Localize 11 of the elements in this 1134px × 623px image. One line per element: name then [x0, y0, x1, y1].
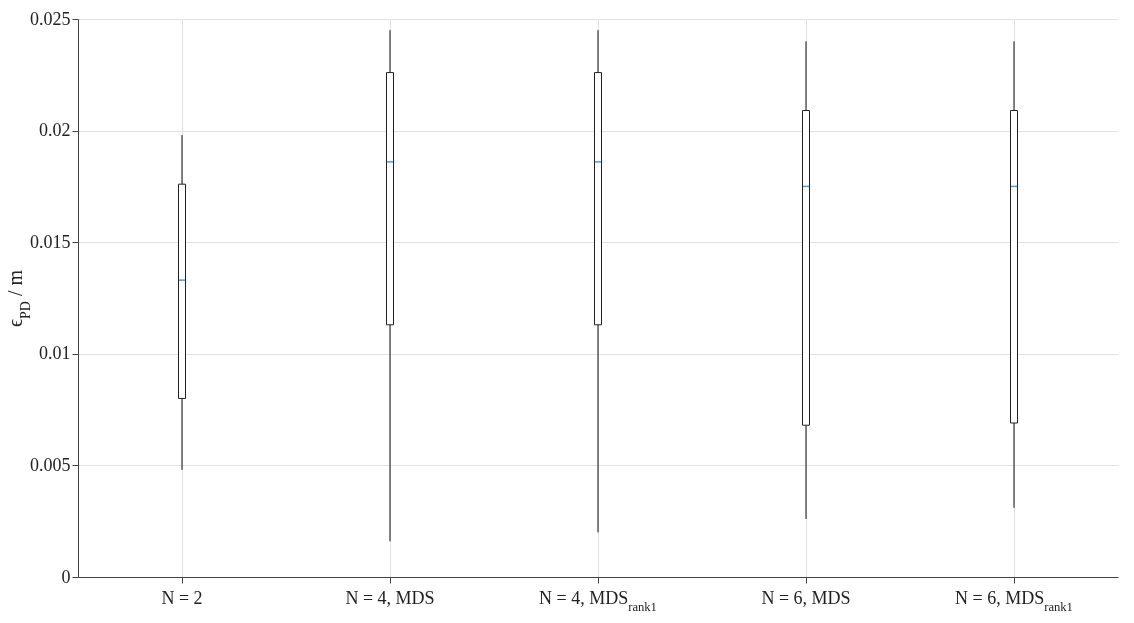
x-tick-label: N = 6, MDS$_{rank1}$ — [955, 587, 1073, 614]
x-tick-label: N = 4, MDS — [345, 587, 435, 608]
y-tick-label: 0.025 — [30, 8, 71, 29]
x-tick-label: N = 4, MDS$_{rank1}$ — [539, 587, 657, 614]
y-tick-label: 0.01 — [39, 343, 71, 364]
y-tick-label: 0.02 — [39, 120, 71, 141]
y-tick-label: 0 — [61, 566, 71, 587]
x-tick-label: N = 6, MDS — [761, 587, 851, 608]
y-tick-label: 0.005 — [30, 454, 71, 475]
y-tick-label: 0.015 — [30, 231, 71, 252]
x-tick-label: N = 2 — [161, 587, 203, 608]
